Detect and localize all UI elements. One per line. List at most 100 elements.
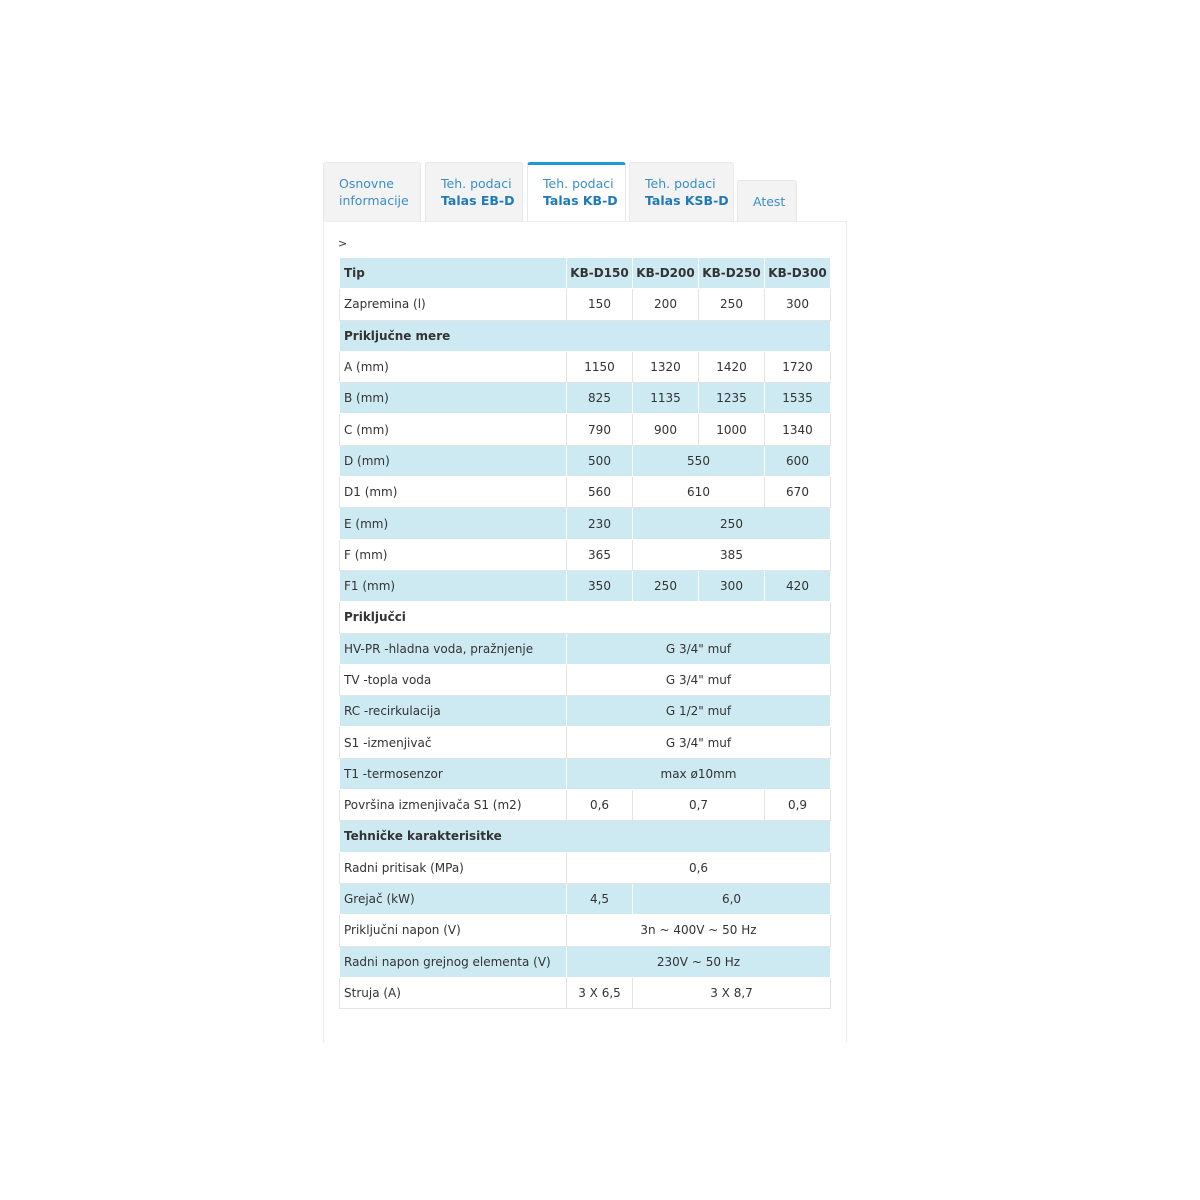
cell-value: 550: [632, 444, 765, 478]
table-row: HV-PR -hladna voda, pražnjenje G 3/4" muf: [339, 632, 831, 665]
cell-value: 385: [632, 538, 831, 571]
cell-value: 300: [698, 569, 765, 603]
cell-value: 0,7: [632, 789, 765, 822]
row-label: Priključni napon (V): [339, 914, 567, 947]
table-row: B (mm) 825 1135 1235 1535: [339, 382, 831, 415]
cell-value: G 1/2" muf: [566, 695, 831, 728]
row-label: S1 -izmenjivač: [339, 726, 567, 759]
table-row: Priključni napon (V) 3n ~ 400V ~ 50 Hz: [339, 914, 831, 947]
cell-value: 500: [566, 444, 633, 478]
row-label: E (mm): [339, 507, 567, 540]
row-label: D1 (mm): [339, 476, 567, 509]
table-row: Struja (A) 3 X 6,5 3 X 8,7: [339, 976, 831, 1010]
table-row: D1 (mm) 560 610 670: [339, 476, 831, 509]
cell-value: 600: [764, 444, 831, 478]
cell-value: 1150: [566, 350, 633, 384]
row-label: Tehničke karakterisitke: [339, 820, 831, 853]
cell-value: 670: [764, 476, 831, 509]
section-header-row: Tehničke karakterisitke: [339, 820, 831, 853]
row-label: D (mm): [339, 444, 567, 478]
table-row: Grejač (kW) 4,5 6,0: [339, 882, 831, 916]
cell-value: G 3/4" muf: [566, 632, 831, 665]
cell-value: 350: [566, 569, 633, 603]
cell-value: 0,6: [566, 851, 831, 884]
row-label: F (mm): [339, 538, 567, 571]
row-label: C (mm): [339, 413, 567, 446]
table-row: Radni pritisak (MPa) 0,6: [339, 851, 831, 884]
row-label: A (mm): [339, 350, 567, 384]
tab-talas-eb-d[interactable]: Teh. podaci Talas EB-D: [425, 162, 523, 222]
table-row: F1 (mm) 350 250 300 420: [339, 569, 831, 603]
row-label: RC -recirkulacija: [339, 695, 567, 728]
cell-value: G 3/4" muf: [566, 726, 831, 759]
tab-talas-kb-d[interactable]: Teh. podaci Talas KB-D: [527, 162, 626, 223]
row-label: B (mm): [339, 382, 567, 415]
cell-value: 300: [764, 288, 831, 321]
cell-value: 0,9: [764, 789, 831, 822]
cell-value: 150: [566, 288, 633, 321]
cell-value: 250: [698, 288, 765, 321]
cell-value: 4,5: [566, 882, 633, 916]
row-label: Radni pritisak (MPa): [339, 851, 567, 884]
cell-value: 365: [566, 538, 633, 571]
breadcrumb: >: [338, 237, 348, 250]
cell-value: 3 X 8,7: [632, 976, 831, 1010]
cell-value: 1000: [698, 413, 765, 446]
cell-value: 1320: [632, 350, 699, 384]
row-label: TV -topla voda: [339, 663, 567, 697]
cell-value: 1720: [764, 350, 831, 384]
cell-value: G 3/4" muf: [566, 663, 831, 697]
cell-value: 1535: [764, 382, 831, 415]
cell-value: KB-D250: [698, 256, 765, 290]
cell-value: 250: [632, 507, 831, 540]
row-label: Priključne mere: [339, 319, 831, 352]
cell-value: 560: [566, 476, 633, 509]
table-row: Radni napon grejnog elementa (V) 230V ~ 5…: [339, 945, 831, 978]
tab-osnovne-informacije[interactable]: Osnovne informacije: [323, 162, 421, 222]
row-label: Površina izmenjivača S1 (m2): [339, 789, 567, 822]
table-row: C (mm) 790 900 1000 1340: [339, 413, 831, 446]
row-label: Grejač (kW): [339, 882, 567, 916]
table-row: T1 -termosenzor max ø10mm: [339, 757, 831, 791]
cell-value: max ø10mm: [566, 757, 831, 791]
table-row: TV -topla voda G 3/4" muf: [339, 663, 831, 697]
table-row: Površina izmenjivača S1 (m2) 0,6 0,7 0,9: [339, 789, 831, 822]
cell-value: 1135: [632, 382, 699, 415]
row-label: Zapremina (l): [339, 288, 567, 321]
table-row: Zapremina (l) 150 200 250 300: [339, 288, 831, 321]
table-row: E (mm) 230 250: [339, 507, 831, 540]
cell-value: 0,6: [566, 789, 633, 822]
tab-atest[interactable]: Atest: [737, 180, 797, 222]
cell-value: KB-D150: [566, 256, 633, 290]
cell-value: 3n ~ 400V ~ 50 Hz: [566, 914, 831, 947]
section-header-row: Priključne mere: [339, 319, 831, 352]
cell-value: 1340: [764, 413, 831, 446]
specs-table: Tip KB-D150 KB-D200 KB-D250 KB-D300 Zapremina…: [339, 256, 831, 1010]
cell-value: 3 X 6,5: [566, 976, 633, 1010]
cell-value: 250: [632, 569, 699, 603]
row-label: Struja (A): [339, 976, 567, 1010]
row-label: HV-PR -hladna voda, pražnjenje: [339, 632, 567, 665]
cell-value: 1235: [698, 382, 765, 415]
table-row: F (mm) 365 385: [339, 538, 831, 571]
row-label: T1 -termosenzor: [339, 757, 567, 791]
row-label: Radni napon grejnog elementa (V): [339, 945, 567, 978]
cell-value: 230V ~ 50 Hz: [566, 945, 831, 978]
cell-value: 790: [566, 413, 633, 446]
table-header-row: Tip KB-D150 KB-D200 KB-D250 KB-D300: [339, 256, 831, 290]
section-header-row: Priključci: [339, 601, 831, 634]
row-label: F1 (mm): [339, 569, 567, 603]
cell-value: KB-D200: [632, 256, 699, 290]
row-label: Tip: [339, 256, 567, 290]
tab-talas-ksb-d[interactable]: Teh. podaci Talas KSB-D: [629, 162, 734, 222]
table-row: A (mm) 1150 1320 1420 1720: [339, 350, 831, 384]
cell-value: 900: [632, 413, 699, 446]
cell-value: KB-D300: [764, 256, 831, 290]
cell-value: 6,0: [632, 882, 831, 916]
row-label: Priključci: [339, 601, 831, 634]
cell-value: 230: [566, 507, 633, 540]
table-row: RC -recirkulacija G 1/2" muf: [339, 695, 831, 728]
cell-value: 825: [566, 382, 633, 415]
cell-value: 610: [632, 476, 765, 509]
cell-value: 1420: [698, 350, 765, 384]
